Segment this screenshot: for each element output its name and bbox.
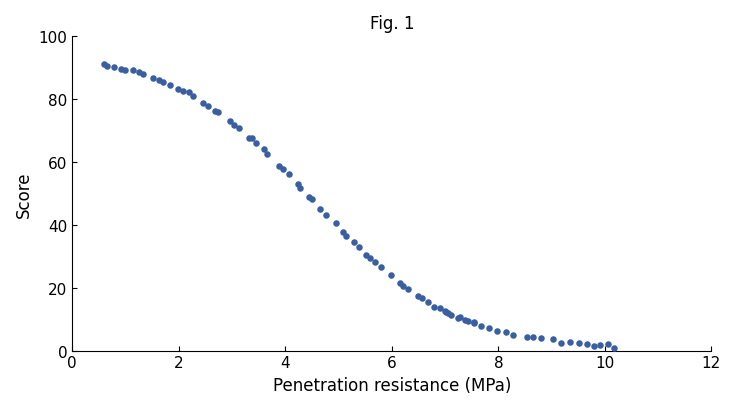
Point <box>319 212 331 218</box>
Point <box>171 87 183 93</box>
Point <box>233 126 245 132</box>
X-axis label: Penetration resistance (MPa): Penetration resistance (MPa) <box>272 376 511 394</box>
Point <box>375 265 387 271</box>
Point <box>369 259 381 266</box>
Point <box>202 104 214 110</box>
Point <box>360 252 372 258</box>
Point <box>403 286 414 292</box>
Point <box>340 233 352 239</box>
Point <box>555 340 567 347</box>
Point <box>353 245 364 251</box>
Point <box>422 299 434 306</box>
Point <box>209 108 221 115</box>
Point <box>188 93 199 100</box>
Point <box>273 163 285 169</box>
Point <box>412 293 424 299</box>
Point <box>277 166 289 173</box>
Point <box>588 343 600 349</box>
Point <box>213 110 224 116</box>
Point <box>595 342 606 348</box>
Point <box>364 255 376 261</box>
Point <box>99 61 110 68</box>
Point <box>292 182 304 188</box>
Point <box>445 312 456 319</box>
Point <box>153 77 165 84</box>
Point <box>602 341 614 348</box>
Point <box>137 71 149 78</box>
Point <box>348 240 360 246</box>
Point <box>258 146 270 153</box>
Point <box>527 334 539 340</box>
Point <box>500 329 512 336</box>
Point <box>102 63 113 70</box>
Point <box>294 185 305 192</box>
Point <box>183 90 195 96</box>
Point <box>434 305 446 311</box>
Point <box>397 283 409 289</box>
Point <box>468 319 480 326</box>
Point <box>246 136 258 142</box>
Point <box>283 171 294 178</box>
Point <box>416 294 428 301</box>
Point <box>608 345 620 351</box>
Point <box>385 272 397 279</box>
Point <box>440 309 452 316</box>
Point <box>548 336 559 343</box>
Point <box>127 67 139 74</box>
Point <box>119 67 131 74</box>
Point <box>507 333 519 339</box>
Point <box>133 70 145 76</box>
Point <box>261 152 273 158</box>
Point <box>147 75 159 82</box>
Point <box>305 197 317 203</box>
Point <box>164 83 176 89</box>
Point <box>314 206 326 213</box>
Point <box>454 314 466 320</box>
Point <box>108 64 120 71</box>
Point <box>468 320 480 326</box>
Point <box>573 339 584 346</box>
Point <box>428 304 440 310</box>
Point <box>535 335 547 342</box>
Point <box>453 315 464 321</box>
Point <box>330 220 342 227</box>
Point <box>303 194 315 201</box>
Point <box>394 280 406 286</box>
Point <box>492 328 503 335</box>
Point <box>484 325 495 331</box>
Point <box>158 80 169 86</box>
Point <box>564 339 576 346</box>
Point <box>250 141 262 147</box>
Point <box>337 229 349 236</box>
Point <box>459 317 471 324</box>
Point <box>462 318 474 324</box>
Point <box>243 135 255 142</box>
Point <box>475 323 487 329</box>
Point <box>177 88 188 95</box>
Point <box>442 310 454 317</box>
Point <box>520 334 532 340</box>
Point <box>581 340 593 347</box>
Point <box>227 123 239 129</box>
Point <box>439 308 450 314</box>
Title: Fig. 1: Fig. 1 <box>369 15 414 33</box>
Point <box>224 118 236 125</box>
Y-axis label: Score: Score <box>15 171 33 217</box>
Point <box>197 100 209 107</box>
Point <box>115 66 127 73</box>
